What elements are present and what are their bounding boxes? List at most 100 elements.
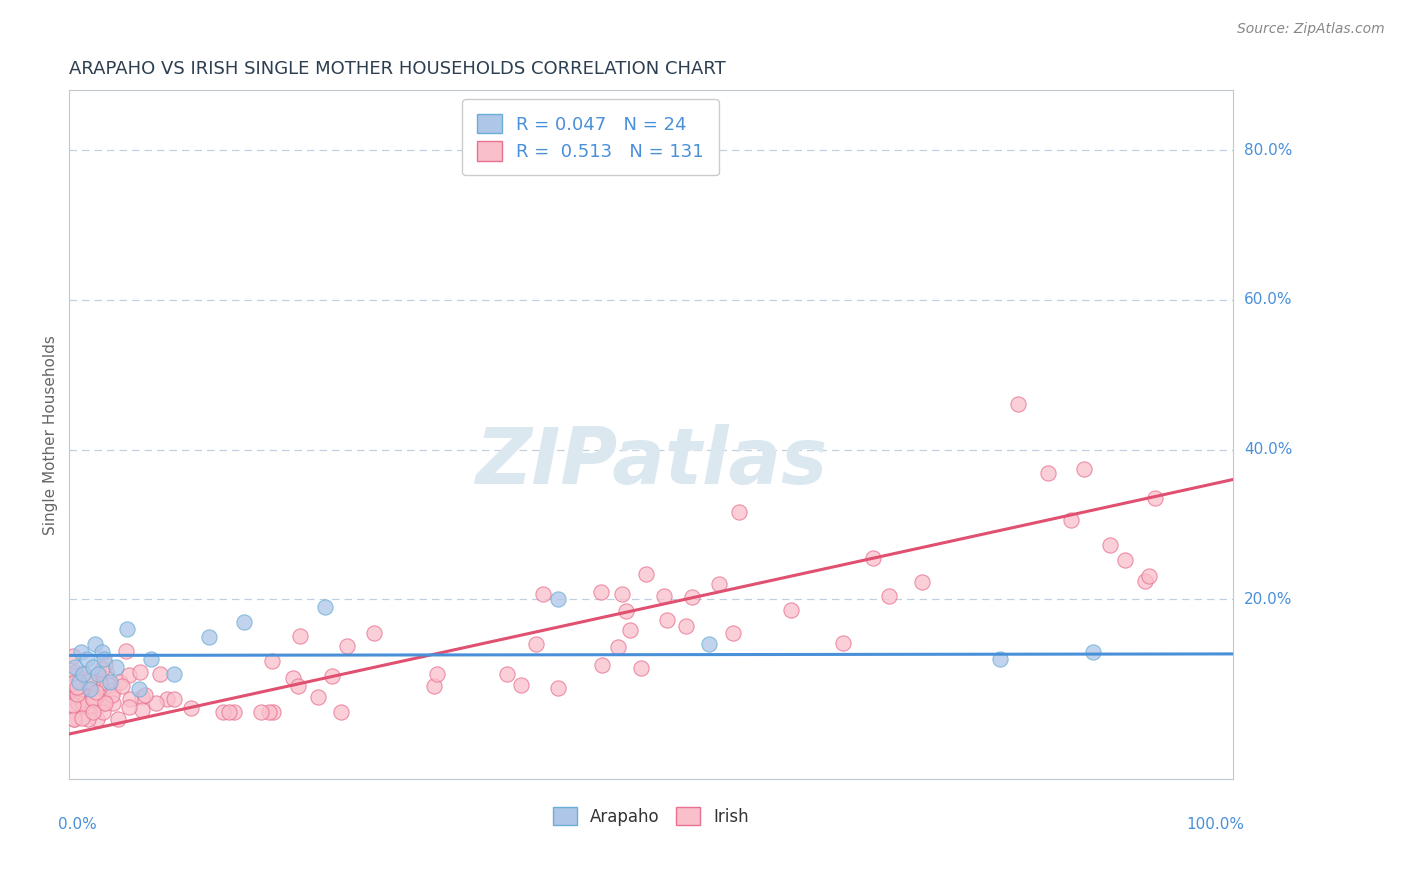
Point: [630, 660, 652, 674]
Point: [198, 630, 221, 644]
Point: [675, 618, 697, 632]
Point: [67, 679, 90, 693]
Point: [329, 705, 352, 719]
Point: [62, 681, 84, 695]
Point: [139, 652, 162, 666]
Point: [118, 699, 141, 714]
Point: [62, 676, 84, 690]
Point: [70, 672, 93, 686]
Point: [83, 691, 105, 706]
Point: [218, 705, 240, 719]
Point: [363, 626, 385, 640]
Point: [321, 669, 343, 683]
Text: 40.0%: 40.0%: [1244, 442, 1292, 457]
Point: [128, 682, 150, 697]
Point: [655, 613, 678, 627]
Point: [259, 705, 281, 719]
Point: [831, 636, 853, 650]
Point: [111, 679, 134, 693]
Point: [495, 667, 517, 681]
Point: [87, 697, 110, 711]
Point: [66, 687, 89, 701]
Point: [426, 666, 449, 681]
Point: [547, 592, 569, 607]
Point: [66, 681, 89, 695]
Point: [84, 685, 107, 699]
Point: [62, 666, 84, 681]
Text: 100.0%: 100.0%: [1187, 817, 1244, 832]
Point: [1137, 568, 1160, 582]
Point: [86, 712, 108, 726]
Point: [510, 677, 533, 691]
Point: [232, 615, 254, 629]
Point: [423, 679, 446, 693]
Text: Source: ZipAtlas.com: Source: ZipAtlas.com: [1237, 22, 1385, 37]
Point: [72, 697, 94, 711]
Point: [262, 705, 284, 719]
Point: [612, 587, 634, 601]
Point: [62, 680, 84, 694]
Point: [62, 698, 84, 713]
Point: [62, 704, 84, 718]
Point: [1114, 553, 1136, 567]
Point: [94, 657, 117, 672]
Point: [249, 705, 271, 719]
Point: [89, 675, 111, 690]
Point: [98, 678, 121, 692]
Point: [66, 673, 89, 688]
Point: [76, 691, 98, 706]
Point: [76, 699, 98, 714]
Point: [87, 673, 110, 688]
Point: [72, 699, 94, 714]
Point: [66, 689, 89, 703]
Point: [77, 712, 100, 726]
Point: [94, 697, 117, 711]
Point: [707, 576, 730, 591]
Point: [589, 585, 612, 599]
Point: [524, 637, 547, 651]
Point: [62, 670, 84, 684]
Point: [84, 690, 107, 704]
Point: [607, 640, 630, 654]
Point: [76, 652, 98, 666]
Point: [728, 505, 751, 519]
Point: [63, 712, 86, 726]
Point: [73, 666, 96, 681]
Point: [91, 697, 114, 711]
Point: [1073, 462, 1095, 476]
Point: [66, 672, 89, 686]
Point: [108, 675, 131, 690]
Point: [531, 587, 554, 601]
Point: [62, 680, 84, 694]
Point: [66, 690, 89, 705]
Text: ZIPatlas: ZIPatlas: [475, 424, 827, 500]
Point: [634, 566, 657, 581]
Point: [281, 672, 304, 686]
Point: [547, 681, 569, 695]
Text: 60.0%: 60.0%: [1244, 293, 1292, 308]
Point: [163, 667, 186, 681]
Point: [69, 694, 91, 708]
Point: [163, 692, 186, 706]
Point: [180, 701, 202, 715]
Point: [1144, 491, 1167, 505]
Point: [62, 649, 84, 664]
Point: [65, 672, 87, 686]
Point: [96, 665, 118, 679]
Point: [224, 705, 246, 719]
Point: [62, 667, 84, 681]
Point: [87, 667, 110, 681]
Point: [93, 652, 115, 666]
Point: [91, 662, 114, 676]
Point: [72, 667, 94, 681]
Point: [314, 599, 336, 614]
Point: [131, 690, 153, 705]
Point: [336, 640, 359, 654]
Point: [83, 637, 105, 651]
Point: [262, 654, 284, 668]
Point: [156, 691, 179, 706]
Point: [62, 698, 84, 712]
Point: [149, 666, 172, 681]
Point: [697, 637, 720, 651]
Point: [82, 692, 104, 706]
